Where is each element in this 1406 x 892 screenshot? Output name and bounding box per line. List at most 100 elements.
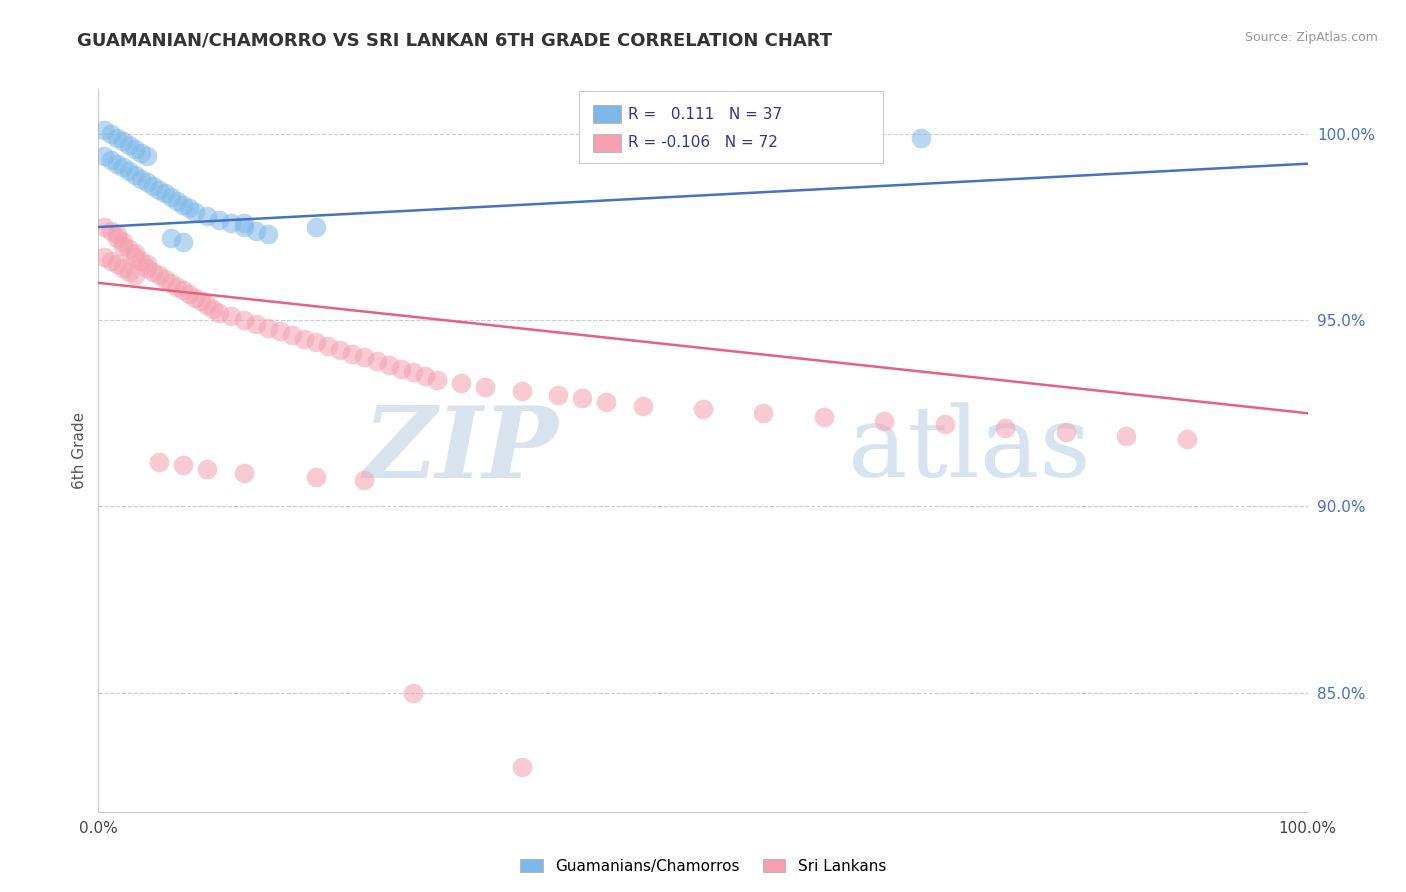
Text: R = -0.106   N = 72: R = -0.106 N = 72 [628, 136, 779, 150]
Text: ZIP: ZIP [363, 402, 558, 499]
Point [160, 231, 183, 245]
Point [118, 138, 141, 153]
Point [105, 227, 128, 242]
Point [129, 253, 152, 268]
Point [195, 462, 218, 476]
Point [179, 287, 201, 301]
Point [631, 399, 654, 413]
Point [111, 161, 134, 175]
Point [305, 219, 328, 234]
Point [366, 354, 388, 368]
Point [595, 395, 617, 409]
Point [873, 414, 896, 428]
Point [208, 212, 231, 227]
Point [118, 243, 141, 257]
Point [111, 260, 134, 275]
Text: Source: ZipAtlas.com: Source: ZipAtlas.com [1244, 31, 1378, 45]
Point [316, 339, 339, 353]
Point [172, 197, 194, 211]
Point [221, 216, 243, 230]
Point [148, 183, 170, 197]
Point [547, 387, 569, 401]
Text: atlas: atlas [848, 402, 1091, 499]
Point [111, 238, 134, 252]
Point [202, 301, 225, 316]
Point [292, 332, 315, 346]
Point [377, 358, 399, 372]
Point [179, 202, 201, 216]
Point [190, 294, 212, 309]
Point [184, 205, 207, 219]
Point [474, 380, 496, 394]
Point [232, 219, 254, 234]
Point [135, 257, 157, 271]
Point [305, 469, 328, 483]
Text: R =   0.111   N = 37: R = 0.111 N = 37 [628, 107, 783, 121]
Point [208, 306, 231, 320]
Point [281, 328, 304, 343]
Point [124, 168, 146, 182]
Point [1054, 425, 1077, 439]
Point [105, 130, 128, 145]
Point [1115, 428, 1137, 442]
Point [245, 317, 267, 331]
Point [837, 127, 859, 141]
Point [232, 466, 254, 480]
Point [692, 130, 714, 145]
Point [172, 458, 194, 473]
Point [305, 335, 328, 350]
Point [118, 265, 141, 279]
Point [142, 179, 165, 194]
Point [1175, 432, 1198, 446]
Point [269, 324, 291, 338]
Point [153, 186, 176, 201]
Point [353, 473, 375, 487]
Point [232, 313, 254, 327]
Point [142, 265, 165, 279]
Point [172, 283, 194, 297]
Point [124, 268, 146, 283]
Point [426, 373, 449, 387]
Point [692, 402, 714, 417]
Point [245, 224, 267, 238]
Point [100, 253, 122, 268]
Point [160, 190, 183, 204]
Point [105, 231, 128, 245]
Point [100, 127, 122, 141]
Point [148, 455, 170, 469]
Point [221, 310, 243, 324]
Point [105, 257, 128, 271]
Point [135, 260, 157, 275]
Point [571, 392, 593, 406]
Point [510, 760, 533, 774]
Point [256, 320, 278, 334]
Point [413, 368, 436, 383]
Point [934, 417, 956, 432]
Point [135, 149, 157, 163]
Point [93, 219, 115, 234]
Point [752, 406, 775, 420]
Point [195, 209, 218, 223]
Point [148, 268, 170, 283]
Point [129, 145, 152, 160]
Point [184, 291, 207, 305]
Point [994, 421, 1017, 435]
Point [342, 346, 364, 360]
Point [160, 276, 183, 290]
Point [135, 175, 157, 189]
Point [450, 376, 472, 391]
Point [105, 157, 128, 171]
Point [166, 279, 188, 293]
Point [100, 224, 122, 238]
Text: GUAMANIAN/CHAMORRO VS SRI LANKAN 6TH GRADE CORRELATION CHART: GUAMANIAN/CHAMORRO VS SRI LANKAN 6TH GRA… [77, 31, 832, 49]
Point [402, 365, 425, 379]
Point [129, 171, 152, 186]
Point [111, 134, 134, 148]
Point [166, 194, 188, 208]
Point [93, 123, 115, 137]
Point [232, 216, 254, 230]
Point [510, 384, 533, 398]
Point [813, 409, 835, 424]
Point [111, 235, 134, 249]
Y-axis label: 6th Grade: 6th Grade [72, 412, 87, 489]
